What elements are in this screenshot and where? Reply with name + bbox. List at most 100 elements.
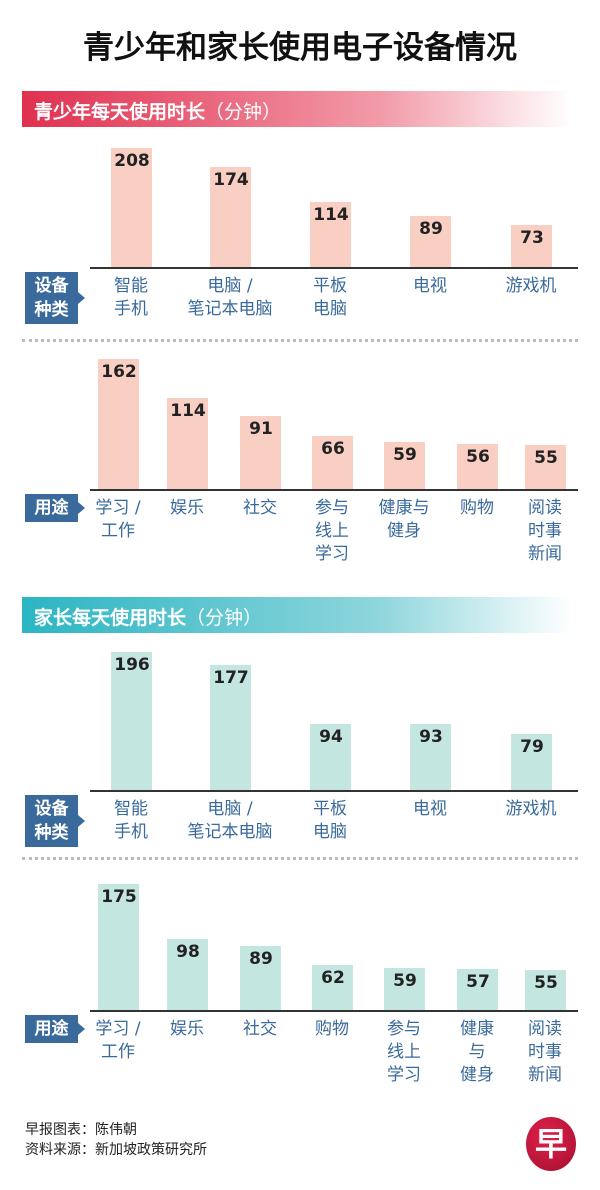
usage-tag: 用途 [25,1015,85,1043]
tag-line: 种类 [34,823,69,843]
category-label-line: 手机 [114,822,148,842]
tag-line: 设备 [34,799,69,819]
data-label: 66 [321,439,345,460]
category-label-line: 娱乐 [170,498,204,518]
category-label-line: 健身 [460,1065,494,1085]
category-label-line: 新闻 [528,1065,562,1085]
credit-graphic: 早报图表：陈伟朝 [25,1122,137,1138]
category-label-line: 电视 [413,799,447,819]
tag-line: 用途 [34,1019,69,1039]
data-label: 94 [319,726,343,747]
category-label: 参与 线上 学习 [277,497,387,566]
category-label-line: 娱乐 [170,1019,204,1039]
category-label: 平板 电脑 [275,798,385,844]
x-axis-line [90,790,578,792]
tag-line: 设备 [34,276,69,296]
teen-section-header: 青少年每天使用时长（分钟） [22,91,572,127]
category-label: 社交 [205,497,315,520]
category-label: 电视 [375,798,485,821]
category-label: 参与 线上 学习 [349,1018,459,1087]
category-label-line: 工作 [101,521,135,541]
divider [22,339,578,342]
category-label-line: 电脑 [313,822,347,842]
category-label-line: 电视 [413,276,447,296]
category-label-line: 新闻 [528,544,562,564]
bar [210,167,251,267]
category-label-line: 工作 [101,1042,135,1062]
category-label: 购物 [422,497,532,520]
parent-section-header: 家长每天使用时长（分钟） [22,597,572,633]
bar [210,665,251,790]
category-label: 智能 手机 [76,275,186,321]
category-label-line: 平板 [313,799,347,819]
data-label: 114 [170,400,206,421]
data-label: 59 [393,444,417,465]
data-label: 56 [466,447,490,468]
data-label: 114 [313,204,349,225]
page-title: 青少年和家长使用电子设备情况 [83,30,517,66]
category-label: 阅读 时事 新闻 [490,1018,600,1087]
data-label: 59 [393,970,417,991]
category-label-line: 手机 [114,299,148,319]
category-label-line: 与 [468,1042,486,1062]
data-label: 55 [534,448,558,468]
data-label: 98 [176,942,200,963]
tag-line: 种类 [34,300,69,320]
category-label-line: 平板 [313,276,347,296]
category-label: 健康与健身 [349,497,459,543]
category-label-line: 时事 [528,1042,562,1062]
category-label-line: 电脑 [313,299,347,319]
category-label: 学习 / 工作 [63,497,173,543]
data-label: 177 [213,668,249,689]
category-label: 娱乐 [132,1018,242,1041]
category-label: 电脑 / 笔记本电脑 [175,798,285,844]
data-label: 91 [249,419,273,440]
category-label: 游戏机 [476,275,586,298]
category-label-line: 游戏机 [505,799,557,819]
x-axis-line [90,267,578,269]
bar [310,201,351,267]
category-label: 购物 [277,1018,387,1041]
data-label: 73 [520,228,544,249]
bar [310,723,351,790]
category-label-line: 学习 / [95,1019,141,1039]
x-axis-line [90,489,578,491]
data-label: 174 [213,170,249,191]
credit-source: 资料来源：新加坡政策研究所 [25,1142,207,1158]
category-label-line: 购物 [315,1019,349,1039]
bar [240,416,281,489]
usage-tag: 用途 [25,494,85,522]
bar [410,216,451,267]
category-label-line: 电脑 / [207,799,253,819]
device-tag: 设备 种类 [25,795,85,847]
bar [98,884,139,1010]
category-label-line: 健康 [460,1019,494,1039]
category-label-line: 阅读 [528,1019,562,1039]
data-label: 89 [249,948,273,969]
bar [457,968,498,1010]
category-label-line: 社交 [243,498,277,518]
data-label: 196 [114,654,150,675]
category-label: 智能 手机 [76,798,186,844]
category-label-line: 学习 [387,1065,421,1085]
category-label-line: 学习 / [95,498,141,518]
bar [525,445,566,489]
category-label-line: 智能 [114,276,148,296]
category-label: 学习 / 工作 [63,1018,173,1064]
category-label: 平板 电脑 [275,275,385,321]
bar [384,441,425,489]
category-label-line: 电脑 / [207,276,253,296]
category-label-line: 笔记本电脑 [187,822,273,842]
category-label-line: 购物 [460,498,494,518]
category-label-line: 线上 [387,1042,421,1062]
divider [22,857,578,860]
data-label: 57 [466,971,490,992]
data-label: 93 [419,727,443,748]
bar [410,724,451,790]
bar [240,945,281,1010]
bar [312,965,353,1010]
data-label: 55 [534,973,558,994]
category-label: 阅读 时事 新闻 [490,497,600,566]
category-label-line: 线上 [315,521,349,541]
category-label-line: 社交 [243,1019,277,1039]
